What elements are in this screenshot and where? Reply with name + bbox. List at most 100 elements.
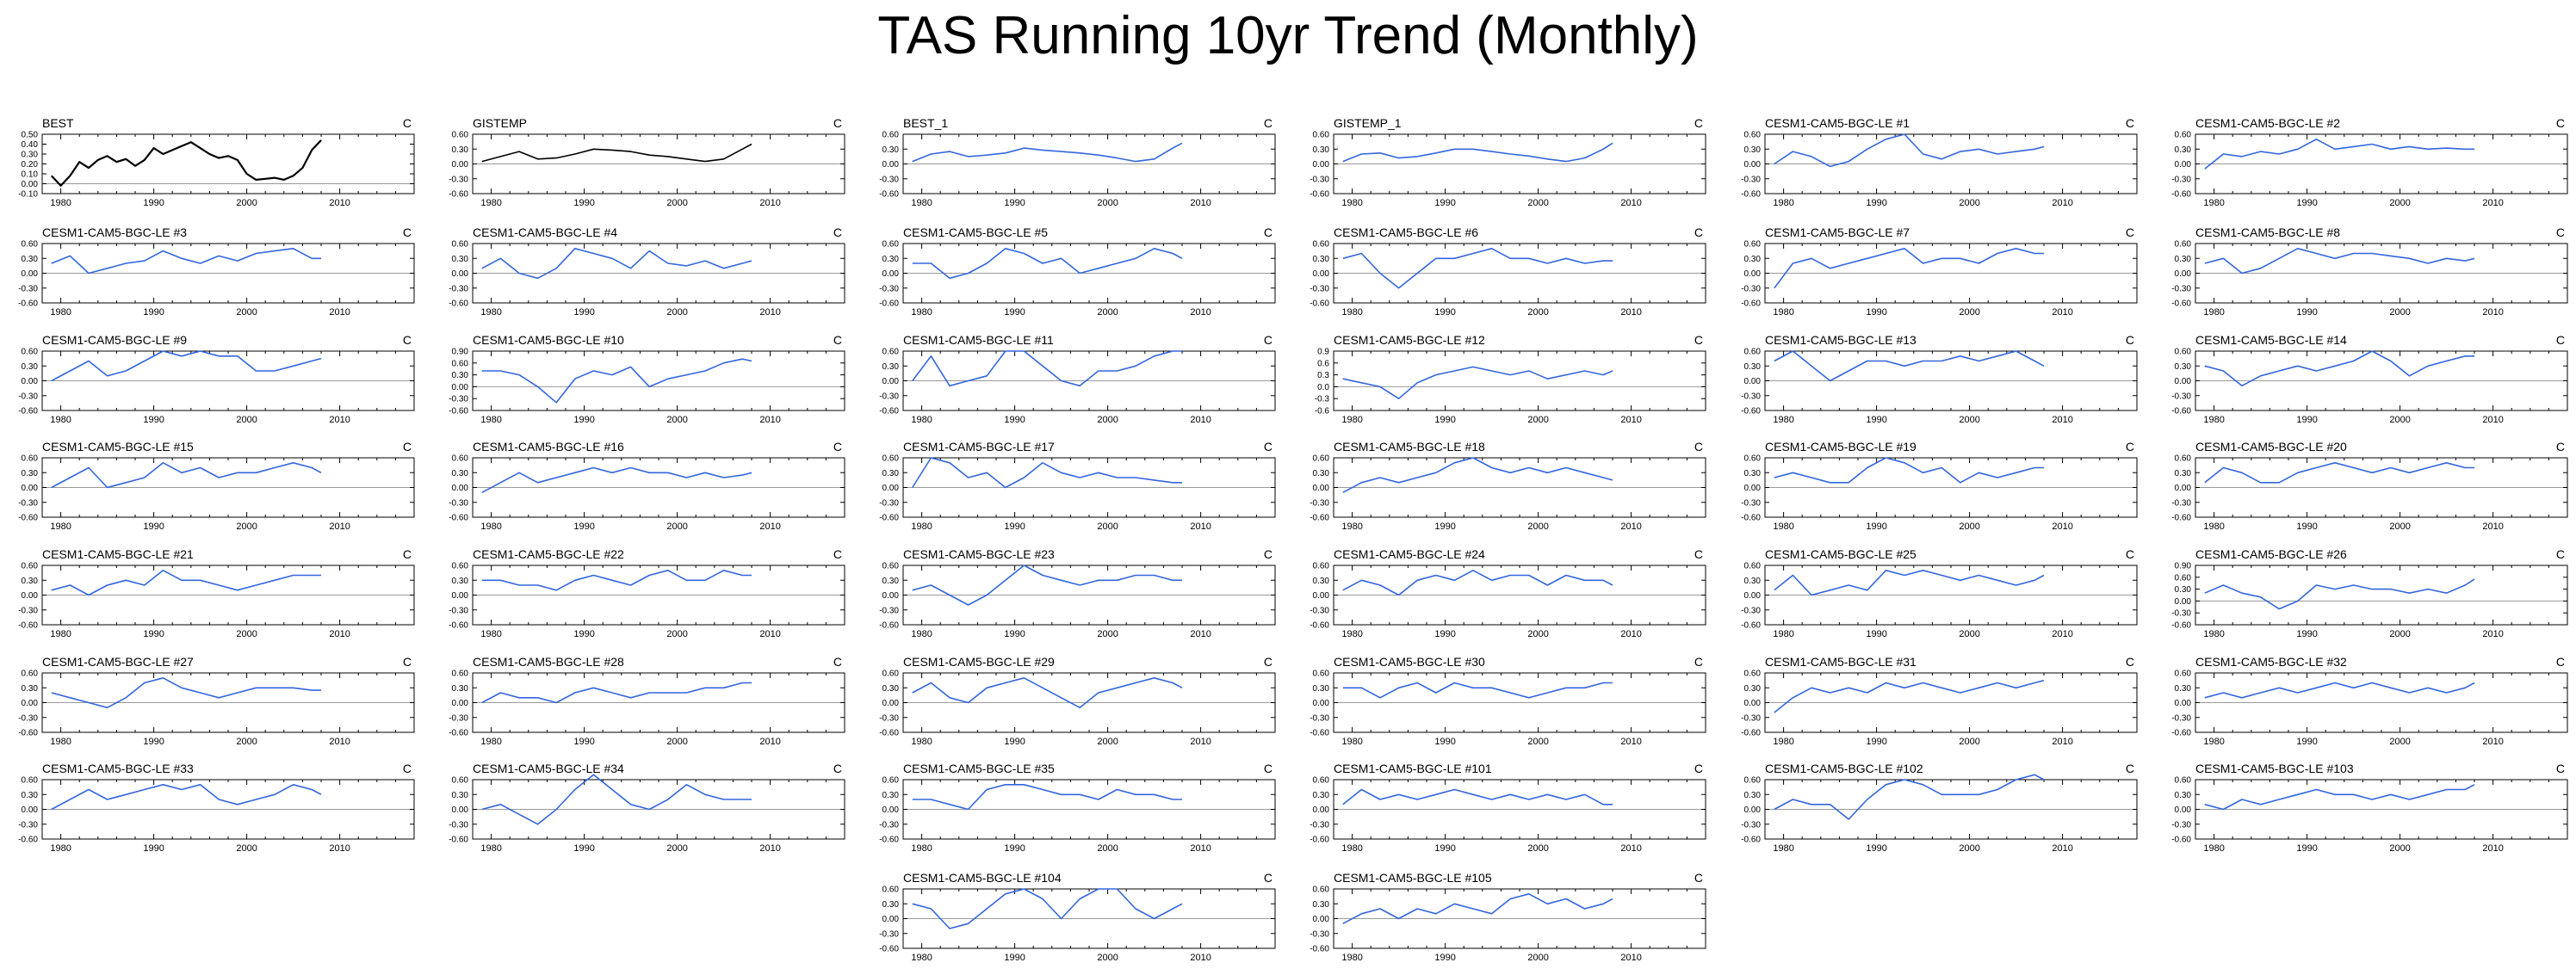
- panel-title: CESM1-CAM5-BGC-LE #28: [473, 655, 624, 669]
- x-tick-label: 2000: [666, 521, 687, 532]
- x-tick-label: 1990: [573, 307, 594, 318]
- x-tick-label: 1980: [50, 629, 71, 639]
- y-tick-label: 0.00: [452, 591, 469, 601]
- panel-unit: C: [833, 116, 842, 130]
- panel-unit: C: [2556, 116, 2565, 130]
- y-tick-label: 0.30: [1313, 791, 1330, 800]
- x-tick-label: 2000: [1527, 629, 1548, 639]
- series-line: [481, 774, 752, 825]
- chart-panel: CESM1-CAM5-BGC-LE #8 C 0.60 0.30 0.00 -0.30 -0…: [2171, 225, 2568, 318]
- x-tick-label: 2000: [1959, 307, 1979, 318]
- x-tick-label: 1980: [1341, 737, 1362, 747]
- x-tick-label: 2010: [1620, 629, 1641, 639]
- series-line: [1342, 893, 1613, 925]
- x-tick-label: 1990: [143, 521, 164, 532]
- chart-panel: CESM1-CAM5-BGC-LE #4 C 0.60 0.30 0.00 -0.30 -0…: [449, 225, 845, 318]
- y-tick-label: 0.00: [1313, 699, 1330, 708]
- x-tick-label: 1990: [1004, 953, 1025, 963]
- y-tick-label: -0.30: [18, 713, 38, 723]
- series-line: [912, 142, 1183, 163]
- series-line: [1774, 133, 2045, 168]
- x-tick-label: 2010: [1190, 843, 1211, 854]
- x-tick-label: 1990: [1866, 737, 1886, 747]
- panel-title: CESM1-CAM5-BGC-LE #15: [42, 440, 194, 454]
- y-tick-label: 0.00: [882, 269, 900, 279]
- series-line: [481, 569, 752, 591]
- x-tick-label: 1980: [1341, 629, 1362, 639]
- chart-panel: BEST_1 C 0.60 0.30 0.00 -0.30 -0.60 1980 1990 200…: [879, 116, 1276, 208]
- y-tick-label: 0.50: [22, 131, 39, 140]
- chart-panel: CESM1-CAM5-BGC-LE #31 C 0.60 0.30 0.00 -0.30 -…: [1741, 655, 2138, 747]
- x-tick-label: 1980: [50, 843, 71, 854]
- y-tick-label: 0.00: [1313, 269, 1330, 279]
- x-tick-label: 2010: [2052, 198, 2072, 208]
- y-tick-label: -0.60: [2171, 621, 2191, 631]
- series-line: [912, 565, 1182, 606]
- y-tick-label: 0.00: [1313, 805, 1330, 815]
- y-tick-label: 0.20: [22, 160, 39, 170]
- y-tick-label: 0.60: [452, 131, 469, 140]
- x-tick-label: 2000: [1097, 521, 1118, 532]
- panel-unit: C: [1694, 440, 1703, 454]
- y-tick-label: 0.30: [452, 145, 469, 155]
- x-tick-label: 2010: [759, 737, 780, 747]
- y-tick-label: -0.60: [879, 190, 899, 200]
- x-tick-label: 2000: [1097, 953, 1118, 963]
- y-tick-label: -0.60: [1310, 190, 1329, 200]
- y-tick-label: 0.30: [1744, 577, 1762, 586]
- x-tick-label: 1980: [1341, 307, 1362, 318]
- chart-panel: CESM1-CAM5-BGC-LE #102 C 0.60 0.30 0.00 -0.30…: [1741, 762, 2138, 854]
- y-tick-label: 0.60: [452, 562, 469, 571]
- panel-unit: C: [2556, 655, 2565, 669]
- x-tick-label: 1980: [2203, 198, 2224, 208]
- y-tick-label: -0.10: [18, 190, 38, 200]
- panel-title: CESM1-CAM5-BGC-LE #24: [1334, 547, 1485, 561]
- panel-unit: C: [403, 116, 412, 130]
- y-tick-label: 0.40: [22, 140, 39, 150]
- series-line: [51, 350, 322, 382]
- y-tick-label: 0.30: [1744, 255, 1762, 264]
- y-tick-label: 0.30: [2175, 145, 2192, 155]
- y-tick-label: -0.30: [449, 820, 468, 830]
- x-tick-label: 2000: [1527, 953, 1548, 963]
- y-tick-label: -0.30: [879, 929, 899, 939]
- panel-title: CESM1-CAM5-BGC-LE #23: [903, 547, 1055, 561]
- y-tick-label: -0.30: [449, 175, 468, 184]
- x-tick-label: 1980: [2203, 521, 2224, 532]
- panel-unit: C: [2126, 440, 2134, 454]
- x-tick-label: 1980: [1341, 843, 1362, 854]
- y-tick-label: 0.00: [1744, 377, 1762, 386]
- x-tick-label: 2010: [2052, 843, 2072, 854]
- y-tick-label: 0.00: [1744, 699, 1762, 708]
- x-tick-label: 2000: [236, 415, 257, 425]
- chart-panel: CESM1-CAM5-BGC-LE #9 C 0.60 0.30 0.00 -0.30 -0…: [18, 333, 415, 425]
- x-tick-label: 1980: [911, 198, 932, 208]
- chart-panel: CESM1-CAM5-BGC-LE #21 C 0.60 0.30 0.00 -0.30 -…: [18, 547, 415, 639]
- chart-panel: CESM1-CAM5-BGC-LE #24 C 0.60 0.30 0.00 -0.30 -…: [1310, 547, 1706, 639]
- x-tick-label: 2010: [1190, 415, 1211, 425]
- y-tick-label: 0.60: [1744, 348, 1762, 357]
- x-tick-label: 2000: [1527, 415, 1548, 425]
- y-tick-label: 0.60: [452, 670, 469, 679]
- x-tick-label: 2010: [2482, 629, 2503, 639]
- y-tick-label: -0.30: [1310, 820, 1329, 830]
- y-tick-label: -0.60: [449, 836, 468, 845]
- x-tick-label: 1990: [143, 737, 164, 747]
- x-tick-label: 2000: [236, 843, 257, 854]
- y-tick-label: 0.60: [452, 240, 469, 250]
- y-tick-label: 0.30: [882, 255, 900, 264]
- y-tick-label: 0.00: [882, 484, 900, 493]
- panel-title: CESM1-CAM5-BGC-LE #10: [473, 333, 624, 347]
- panel-title: CESM1-CAM5-BGC-LE #17: [903, 440, 1055, 454]
- x-tick-label: 1990: [573, 843, 594, 854]
- series-line: [51, 783, 322, 811]
- x-tick-label: 1990: [1434, 198, 1455, 208]
- y-tick-label: 0.00: [2175, 597, 2192, 607]
- y-tick-label: 0.30: [882, 900, 900, 910]
- y-tick-label: 0.60: [2175, 454, 2192, 464]
- y-tick-label: 0.30: [2175, 585, 2192, 595]
- panel-unit: C: [2556, 762, 2565, 775]
- panel-title: CESM1-CAM5-BGC-LE #13: [1765, 333, 1917, 347]
- y-tick-label: -0.60: [449, 407, 468, 417]
